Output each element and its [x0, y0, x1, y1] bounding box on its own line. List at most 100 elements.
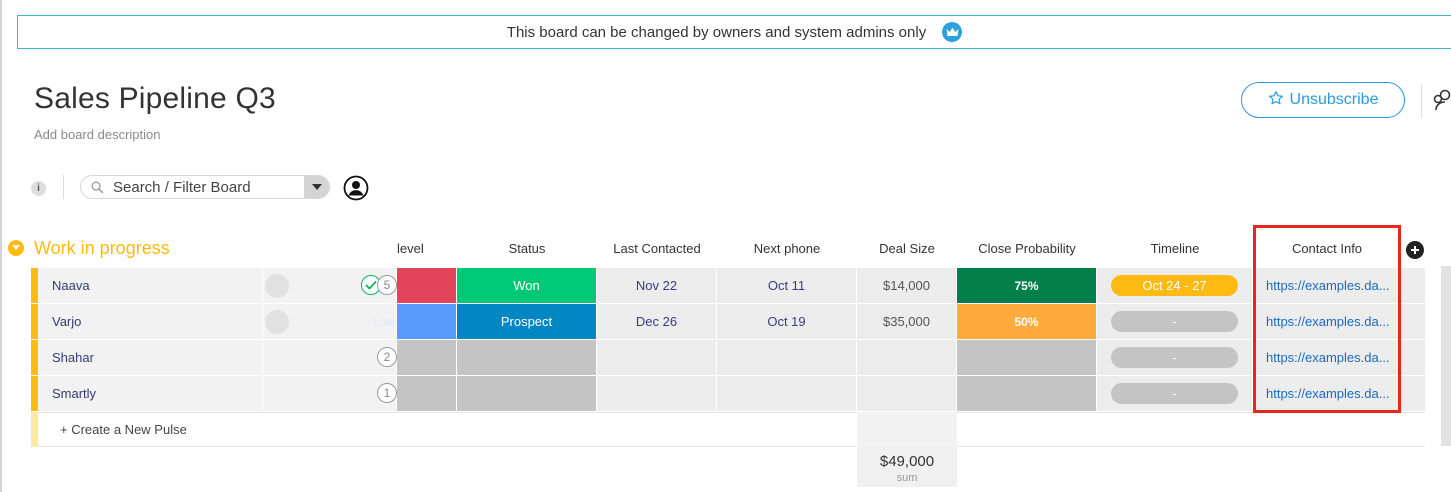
- toolbar-divider: [63, 175, 64, 199]
- contact-info-link[interactable]: https://examples.da...: [1253, 268, 1401, 303]
- timeline-cell[interactable]: -: [1097, 376, 1253, 411]
- header-divider: [1421, 84, 1422, 118]
- contact-info-link[interactable]: https://examples.da...: [1253, 304, 1401, 339]
- level-cell[interactable]: Low: [373, 304, 457, 339]
- banner-text: This board can be changed by owners and …: [506, 23, 927, 41]
- deal-size-cell[interactable]: [857, 376, 957, 411]
- search-filter-input[interactable]: Search / Filter Board: [80, 175, 330, 199]
- column-header-timeline[interactable]: Timeline: [1150, 241, 1200, 256]
- column-header-contact-info[interactable]: Contact Info: [1291, 241, 1363, 256]
- updates-count-badge[interactable]: 5: [377, 275, 397, 295]
- timeline-cell[interactable]: -: [1097, 340, 1253, 375]
- deal-size-cell[interactable]: $14,000: [857, 268, 957, 303]
- level-label: Low: [373, 314, 396, 329]
- create-pulse-row-rest: [957, 412, 1425, 447]
- table-row[interactable]: Shahar 2 - https://examples.da...: [31, 340, 1425, 375]
- updates-area[interactable]: 1: [361, 376, 397, 411]
- row-extra-cell: [1401, 376, 1425, 411]
- updates-area[interactable]: 2: [361, 340, 397, 375]
- create-pulse-row[interactable]: + Create a New Pulse: [31, 412, 1425, 447]
- group-color-bar: [31, 376, 38, 411]
- avatar[interactable]: [265, 309, 289, 334]
- last-contacted-cell[interactable]: Dec 26: [597, 304, 717, 339]
- avatar[interactable]: [265, 273, 289, 298]
- board-title[interactable]: Sales Pipeline Q3: [34, 82, 276, 115]
- star-icon: [1268, 90, 1284, 111]
- table-row[interactable]: Varjo Low Prospect Dec 26 Oct 19 $35,000…: [31, 304, 1425, 339]
- search-input-text[interactable]: Search / Filter Board: [113, 178, 251, 196]
- pulse-name[interactable]: Shahar: [38, 340, 263, 375]
- timeline-cell[interactable]: -: [1097, 304, 1253, 339]
- timeline-pill[interactable]: -: [1111, 311, 1238, 332]
- column-header-next-phone[interactable]: Next phone: [753, 241, 821, 256]
- group-collapse-icon[interactable]: [8, 240, 24, 256]
- deal-size-summary[interactable]: $49,000 sum: [857, 447, 957, 487]
- column-header-close-probability[interactable]: Close Probability: [978, 241, 1076, 256]
- column-header-last-contacted[interactable]: Last Contacted: [613, 241, 701, 256]
- updates-count-badge[interactable]: 2: [377, 347, 397, 367]
- people-cell[interactable]: 5: [263, 268, 397, 303]
- window-edge: [0, 0, 2, 492]
- add-column-icon[interactable]: [1406, 241, 1424, 259]
- column-header-deal-size[interactable]: Deal Size: [879, 241, 935, 256]
- close-probability-cell[interactable]: [957, 376, 1097, 411]
- next-phone-cell[interactable]: [717, 340, 857, 375]
- updates-count-badge[interactable]: 1: [377, 383, 397, 403]
- status-cell[interactable]: Prospect: [457, 304, 597, 339]
- deal-size-cell[interactable]: [857, 340, 957, 375]
- group-title[interactable]: Work in progress: [34, 238, 170, 258]
- row-extra-cell: [1401, 304, 1425, 339]
- horizontal-scroll-edge[interactable]: [1441, 266, 1451, 446]
- status-cell[interactable]: [457, 340, 597, 375]
- deal-size-sum-label: sum: [896, 472, 918, 484]
- column-header-status[interactable]: Status: [508, 241, 546, 256]
- timeline-pill[interactable]: -: [1111, 383, 1238, 404]
- level-cell[interactable]: [397, 376, 457, 411]
- close-probability-cell[interactable]: 50%: [957, 304, 1097, 339]
- next-phone-cell[interactable]: Oct 19: [717, 304, 857, 339]
- permission-banner: This board can be changed by owners and …: [17, 15, 1451, 49]
- group-color-bar: [31, 268, 38, 303]
- last-contacted-cell[interactable]: [597, 340, 717, 375]
- deal-size-footer-cell: [857, 412, 957, 447]
- people-cell[interactable]: 2: [263, 340, 397, 375]
- create-pulse-input[interactable]: + Create a New Pulse: [38, 412, 857, 447]
- contact-info-link[interactable]: https://examples.da...: [1253, 340, 1401, 375]
- timeline-pill[interactable]: -: [1111, 347, 1238, 368]
- timeline-pill[interactable]: Oct 24 - 27: [1111, 275, 1238, 296]
- status-cell[interactable]: Won: [457, 268, 597, 303]
- people-cell[interactable]: 1: [263, 376, 397, 411]
- level-cell[interactable]: [397, 268, 457, 303]
- close-probability-cell[interactable]: 75%: [957, 268, 1097, 303]
- next-phone-cell[interactable]: Oct 11: [717, 268, 857, 303]
- column-header-level[interactable]: level: [397, 241, 424, 256]
- person-filter-icon[interactable]: [343, 175, 369, 206]
- next-phone-cell[interactable]: [717, 376, 857, 411]
- group-color-bar: [31, 340, 38, 375]
- people-cell[interactable]: [263, 304, 397, 339]
- close-probability-cell[interactable]: [957, 340, 1097, 375]
- info-icon[interactable]: i: [31, 181, 46, 196]
- unsubscribe-label: Unsubscribe: [1289, 91, 1379, 108]
- pulse-name[interactable]: Varjo: [38, 304, 263, 339]
- updates-area[interactable]: 5: [361, 268, 397, 303]
- table-row[interactable]: Smartly 1 - https://examples.da...: [31, 376, 1425, 411]
- deal-size-cell[interactable]: $35,000: [857, 304, 957, 339]
- table-row[interactable]: Naava 5 Won Nov 22 Oct 11 $14,000 75% Oc…: [31, 268, 1425, 303]
- pulse-name[interactable]: Naava: [38, 268, 263, 303]
- status-cell[interactable]: [457, 376, 597, 411]
- timeline-cell[interactable]: Oct 24 - 27: [1097, 268, 1253, 303]
- row-extra-cell: [1401, 340, 1425, 375]
- last-contacted-cell[interactable]: Nov 22: [597, 268, 717, 303]
- level-cell[interactable]: [397, 340, 457, 375]
- contact-info-link[interactable]: https://examples.da...: [1253, 376, 1401, 411]
- chevron-down-icon[interactable]: [304, 176, 329, 198]
- last-contacted-cell[interactable]: [597, 376, 717, 411]
- board-description[interactable]: Add board description: [34, 127, 161, 142]
- unsubscribe-button[interactable]: Unsubscribe: [1241, 82, 1405, 118]
- search-icon: [85, 181, 109, 194]
- row-extra-cell: [1401, 268, 1425, 303]
- crown-icon[interactable]: [942, 22, 963, 42]
- pulse-name[interactable]: Smartly: [38, 376, 263, 411]
- people-icon[interactable]: [1432, 88, 1451, 117]
